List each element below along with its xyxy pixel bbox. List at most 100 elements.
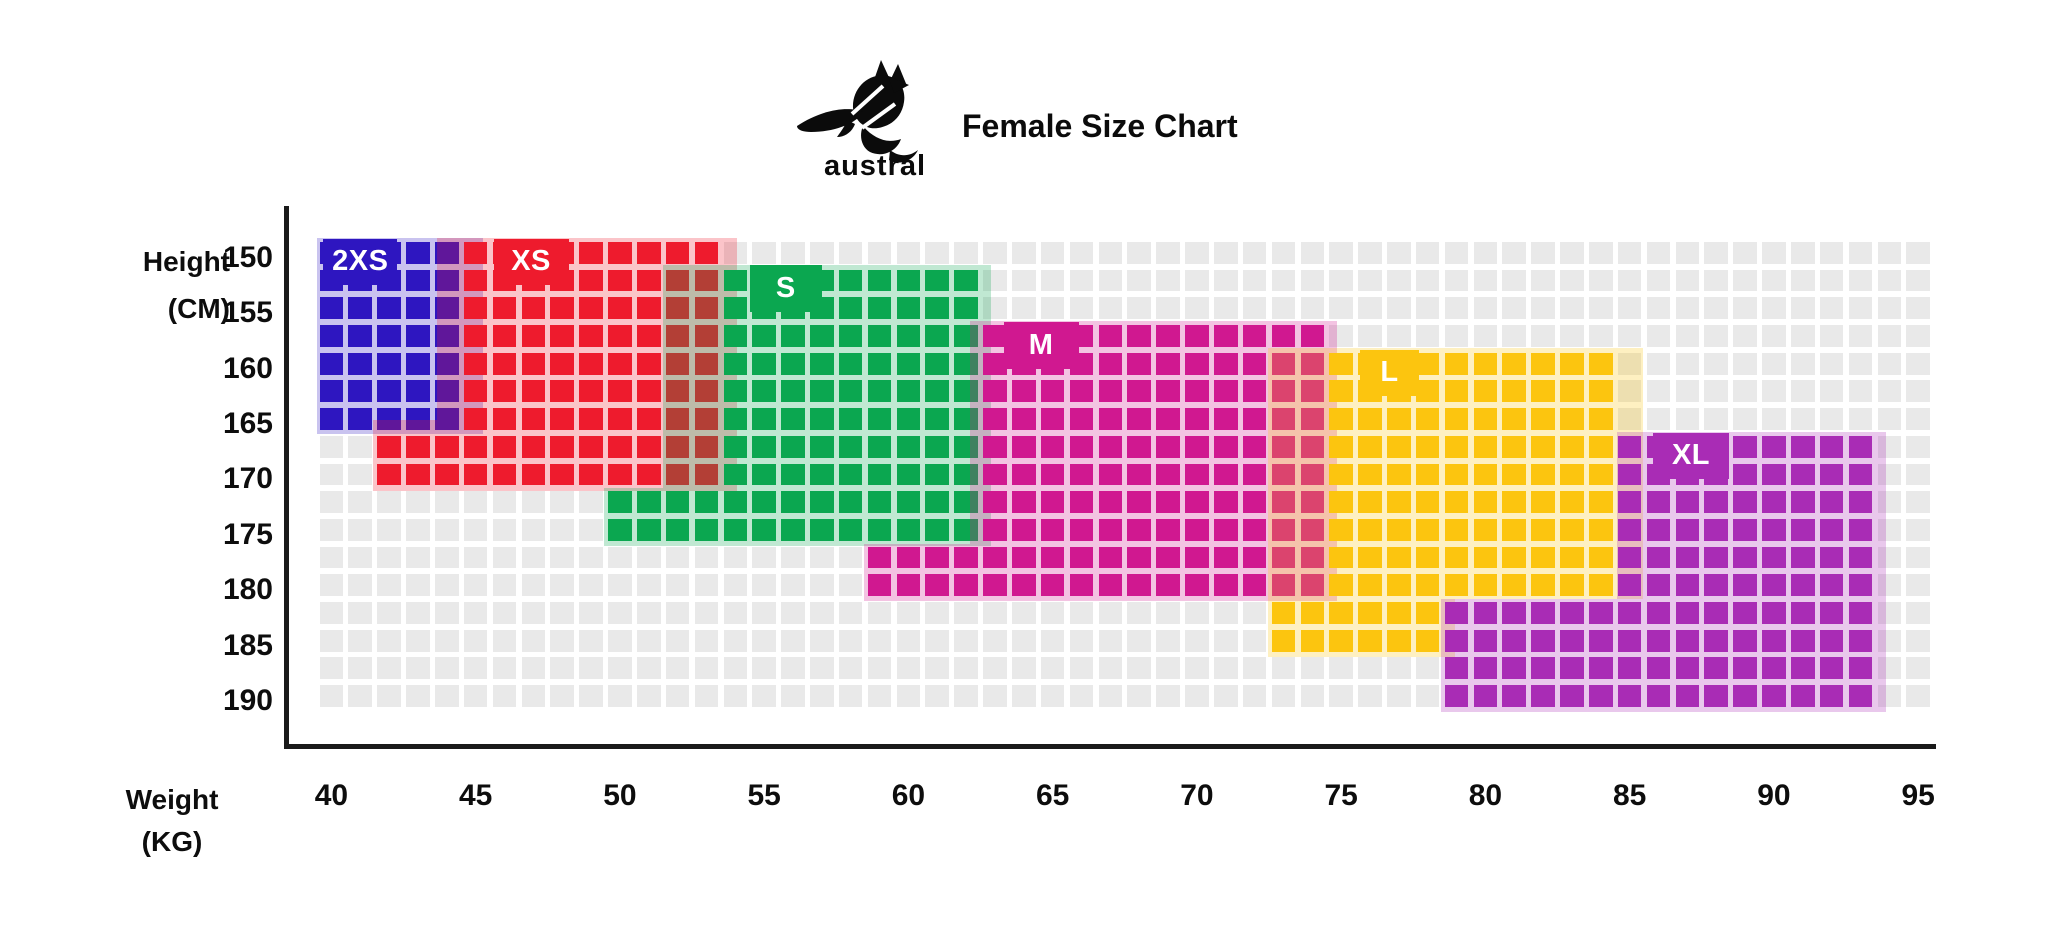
size-cell-M <box>1300 408 1325 430</box>
size-cell-L <box>1329 574 1353 597</box>
size-cell-XL <box>1762 685 1786 707</box>
size-cell-L <box>1473 435 1498 458</box>
size-cell-S <box>925 380 950 403</box>
size-cell-L <box>1300 629 1325 652</box>
grid-cell <box>1242 629 1267 652</box>
size-cell-M <box>1069 574 1094 597</box>
size-cell-M <box>896 574 921 597</box>
y-tick-185: 185 <box>222 628 273 662</box>
grid-cell <box>377 685 401 707</box>
size-cell-XS <box>636 435 661 458</box>
size-cell-M <box>1271 435 1296 458</box>
grid-cell <box>492 574 517 597</box>
size-cell-XL <box>1531 629 1555 652</box>
size-cell-XS <box>608 408 632 430</box>
size-cell-L <box>1415 380 1440 403</box>
size-cell-XL <box>1646 685 1671 707</box>
grid-cell <box>1589 297 1613 320</box>
x-tick-70: 70 <box>1180 779 1214 812</box>
size-cell-2XS <box>406 380 430 403</box>
size-cell-2XS <box>377 325 401 347</box>
grid-cell <box>1271 657 1296 680</box>
size-cell-XS <box>579 380 603 403</box>
grid-cell <box>1444 325 1469 347</box>
grid-cell <box>636 657 661 680</box>
size-cell-XL <box>1473 657 1498 680</box>
size-cell-M <box>1040 574 1065 597</box>
grid-cell <box>1819 380 1844 403</box>
grid-cell <box>1012 269 1036 292</box>
size-cell-XS <box>665 241 690 264</box>
y-axis-line <box>284 206 289 749</box>
grid-cell <box>1069 269 1094 292</box>
size-cell-S <box>896 297 921 320</box>
x-tick-45: 45 <box>458 779 493 812</box>
size-cell-XL <box>1733 629 1757 652</box>
grid-cell <box>1415 297 1440 320</box>
size-cell-L <box>1415 574 1440 597</box>
grid-cell <box>1877 685 1902 707</box>
size-cell-XL <box>1790 629 1815 652</box>
size-cell-XS <box>665 325 690 347</box>
grid-cell <box>896 602 921 624</box>
size-cell-L <box>1387 435 1411 458</box>
size-cell-S <box>810 518 834 541</box>
grid-cell <box>1790 297 1815 320</box>
size-cell-XL <box>1819 629 1844 652</box>
grid-cell <box>492 629 517 652</box>
size-cell-S <box>781 325 805 347</box>
size-cell-M <box>1185 491 1209 514</box>
grid-cell <box>983 269 1007 292</box>
grid-cell <box>1531 241 1555 264</box>
grid-cell <box>521 518 546 541</box>
size-cell-L <box>1329 408 1353 430</box>
x-tick-95: 95 <box>1901 779 1935 812</box>
x-axis-line <box>284 744 1936 749</box>
size-cell-S <box>925 297 950 320</box>
size-cell-XL <box>1790 546 1815 569</box>
grid-cell <box>1271 241 1296 264</box>
size-cell-S <box>867 269 892 292</box>
grid-cell <box>1589 241 1613 264</box>
grid-cell <box>1473 297 1498 320</box>
grid-cell <box>1185 629 1209 652</box>
grid-cell <box>1646 380 1671 403</box>
grid-cell <box>1012 685 1036 707</box>
grid-cell <box>492 491 517 514</box>
grid-cell <box>608 657 632 680</box>
size-cell-XL <box>1848 463 1873 486</box>
size-cell-S <box>752 518 776 541</box>
size-cell-XL <box>1733 602 1757 624</box>
grid-cell <box>1300 241 1325 264</box>
size-cell-XL <box>1617 518 1642 541</box>
grid-cell <box>1877 435 1902 458</box>
size-cell-2XS <box>319 297 344 320</box>
size-cell-XS <box>521 325 546 347</box>
grid-cell <box>1848 297 1873 320</box>
size-cell-XL <box>1819 546 1844 569</box>
grid-cell <box>1704 352 1728 375</box>
size-cell-M <box>925 574 950 597</box>
size-cell-M <box>1156 408 1180 430</box>
y-tick-155: 155 <box>222 296 273 330</box>
size-cell-S <box>810 491 834 514</box>
size-cell-XS <box>608 435 632 458</box>
size-cell-XL <box>1733 491 1757 514</box>
size-cell-L <box>1387 574 1411 597</box>
grid-cell <box>319 518 344 541</box>
size-cell-XS <box>463 241 488 264</box>
grid-cell <box>1704 325 1728 347</box>
grid-cell <box>608 602 632 624</box>
size-cell-M <box>1156 380 1180 403</box>
size-cell-XS <box>665 463 690 486</box>
grid-cell <box>1646 241 1671 264</box>
size-cell-S <box>954 380 978 403</box>
grid-cell <box>406 574 430 597</box>
size-cell-XS <box>636 408 661 430</box>
grid-cell <box>319 491 344 514</box>
size-cell-2XS <box>435 380 459 403</box>
grid-cell <box>954 241 978 264</box>
size-cell-XL <box>1704 546 1728 569</box>
size-cell-XL <box>1733 518 1757 541</box>
size-cell-XS <box>521 408 546 430</box>
